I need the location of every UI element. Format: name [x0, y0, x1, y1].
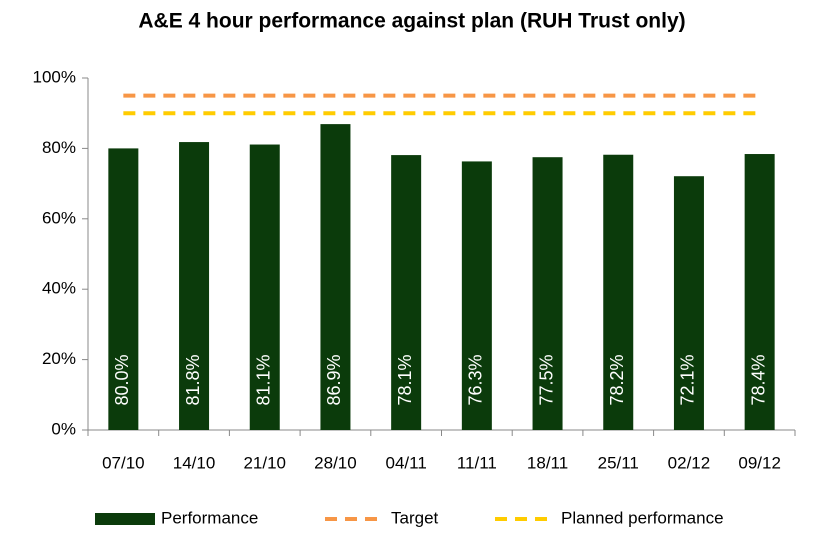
legend-label: Performance: [161, 508, 258, 527]
bar: [673, 176, 704, 430]
x-tick-label: 28/10: [314, 453, 357, 472]
y-tick-label: 40%: [42, 279, 76, 298]
y-tick-label: 100%: [33, 67, 76, 86]
value-label: 76.3%: [466, 354, 486, 405]
bar: [744, 154, 775, 431]
bar: [249, 144, 280, 430]
legend-label: Planned performance: [561, 508, 724, 527]
value-label: 78.4%: [748, 354, 768, 405]
value-label: 86.9%: [324, 354, 344, 405]
x-tick-label: 04/11: [386, 453, 427, 472]
bar: [108, 148, 139, 430]
value-label: 78.2%: [607, 354, 627, 405]
value-label: 77.5%: [536, 354, 556, 405]
x-tick-label: 02/12: [668, 453, 711, 472]
bar: [391, 155, 422, 430]
x-tick-label: 09/12: [738, 453, 781, 472]
x-tick-label: 07/10: [102, 453, 145, 472]
legend-swatch: [95, 513, 155, 525]
value-label: 78.1%: [395, 354, 415, 405]
value-label: 81.1%: [254, 354, 274, 405]
bar: [179, 142, 210, 430]
y-tick-label: 80%: [42, 138, 76, 157]
chart-title: A&E 4 hour performance against plan (RUH…: [138, 10, 685, 33]
x-tick-label: 21/10: [243, 453, 286, 472]
value-label: 81.8%: [183, 354, 203, 405]
x-tick-label: 25/11: [598, 453, 639, 472]
bar: [603, 154, 634, 430]
bar: [320, 124, 351, 430]
x-tick-label: 11/11: [457, 453, 497, 472]
y-tick-label: 0%: [51, 419, 76, 438]
y-tick-label: 20%: [42, 349, 76, 368]
x-tick-label: 18/11: [527, 453, 568, 472]
legend-label: Target: [391, 508, 439, 527]
x-tick-label: 14/10: [173, 453, 216, 472]
y-tick-label: 60%: [42, 208, 76, 227]
bar: [461, 161, 492, 430]
value-label: 72.1%: [678, 354, 698, 405]
value-label: 80.0%: [112, 354, 132, 405]
bar: [532, 157, 563, 430]
